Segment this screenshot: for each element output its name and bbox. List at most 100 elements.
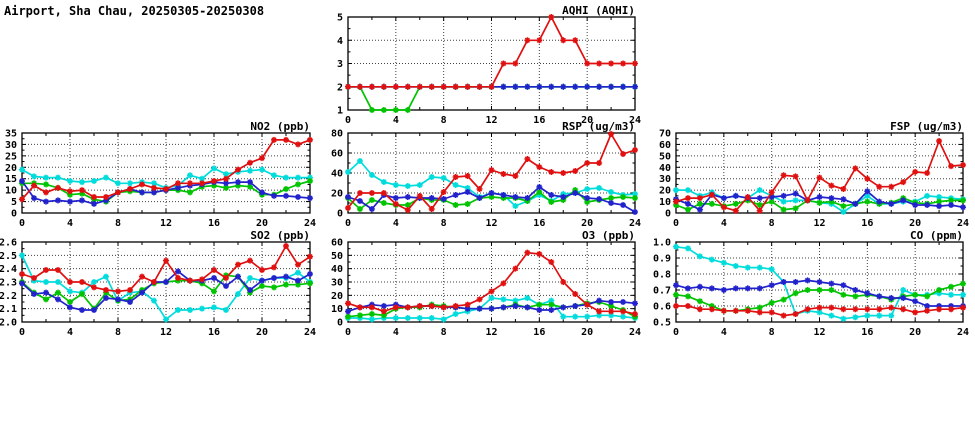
x-tick-label: 8 bbox=[441, 115, 447, 126]
x-tick-label: 20 bbox=[581, 115, 593, 126]
x-tick-label: 0 bbox=[19, 218, 25, 229]
y-tick-label: 30 bbox=[659, 174, 671, 185]
x-tick-label: 24 bbox=[957, 327, 969, 338]
y-tick-label: 2.4 bbox=[0, 264, 17, 275]
x-tick-label: 8 bbox=[115, 218, 121, 229]
y-tick-label: 20 bbox=[5, 163, 17, 174]
x-tick-label: 20 bbox=[581, 327, 593, 338]
y-tick-label: 15 bbox=[5, 174, 17, 185]
x-tick-label: 0 bbox=[345, 115, 351, 126]
x-tick-label: 20 bbox=[909, 218, 921, 229]
y-tick-label: 20 bbox=[659, 186, 671, 197]
x-tick-label: 20 bbox=[581, 218, 593, 229]
x-tick-label: 12 bbox=[485, 218, 497, 229]
chart-title-fsp: FSP (ug/m3) bbox=[890, 120, 963, 133]
x-tick-label: 12 bbox=[813, 327, 825, 338]
y-tick-label: 40 bbox=[331, 169, 343, 180]
series-blue-markers bbox=[345, 184, 638, 215]
x-tick-label: 4 bbox=[67, 218, 73, 229]
chart-o3: 0 10 20 30 40 50 60 0 4 8 12 16 20 24 O3 (ppb) bbox=[331, 229, 641, 338]
y-tick-label: 20 bbox=[331, 189, 343, 200]
x-tick-label: 12 bbox=[485, 327, 497, 338]
page-title: Airport, Sha Chau, 20250305-20250308 bbox=[4, 4, 265, 18]
y-tick-label: 60 bbox=[659, 140, 671, 151]
x-tick-label: 16 bbox=[533, 327, 545, 338]
x-tick-label: 12 bbox=[160, 327, 172, 338]
y-tick-label: 10 bbox=[5, 186, 17, 197]
y-tick-label: 0.5 bbox=[653, 318, 671, 329]
chart-title-co: CO (ppm) bbox=[910, 229, 963, 242]
x-tick-label: 16 bbox=[861, 218, 873, 229]
x-tick-label: 20 bbox=[256, 218, 268, 229]
y-tick-label: 0.7 bbox=[653, 286, 671, 297]
y-tick-label: 2.3 bbox=[0, 278, 17, 289]
plot-frame bbox=[347, 241, 636, 323]
y-tick-label: 2 bbox=[337, 82, 343, 93]
x-tick-label: 0 bbox=[673, 218, 679, 229]
x-tick-label: 24 bbox=[304, 327, 316, 338]
x-tick-label: 24 bbox=[629, 218, 641, 229]
y-tick-label: 30 bbox=[331, 278, 343, 289]
y-tick-label: 2.5 bbox=[0, 251, 17, 262]
x-tick-label: 8 bbox=[769, 327, 775, 338]
x-tick-label: 16 bbox=[208, 218, 220, 229]
y-tick-label: 0.8 bbox=[653, 270, 671, 281]
chart-title-rsp: RSP (ug/m3) bbox=[562, 120, 635, 133]
x-tick-label: 0 bbox=[19, 327, 25, 338]
series-red-markers bbox=[345, 249, 638, 317]
x-tick-label: 12 bbox=[485, 115, 497, 126]
x-tick-label: 8 bbox=[441, 327, 447, 338]
x-tick-label: 24 bbox=[629, 327, 641, 338]
chart-title-o3: O3 (ppb) bbox=[582, 229, 635, 242]
y-tick-label: 20 bbox=[331, 291, 343, 302]
chart-title-so2: SO2 (ppb) bbox=[250, 229, 310, 242]
x-tick-label: 4 bbox=[67, 327, 73, 338]
x-tick-label: 8 bbox=[115, 327, 121, 338]
y-tick-label: 2.2 bbox=[0, 291, 17, 302]
y-tick-label: 25 bbox=[5, 151, 17, 162]
x-tick-label: 4 bbox=[721, 327, 727, 338]
y-tick-label: 50 bbox=[331, 251, 343, 262]
x-tick-label: 16 bbox=[208, 327, 220, 338]
gridlines bbox=[348, 17, 635, 110]
y-tick-label: 80 bbox=[331, 129, 343, 140]
series-red-markers bbox=[673, 303, 966, 319]
x-tick-label: 16 bbox=[533, 218, 545, 229]
plot-frame bbox=[21, 132, 311, 214]
y-tick-label: 10 bbox=[659, 197, 671, 208]
y-tick-label: 60 bbox=[331, 238, 343, 249]
y-tick-label: 70 bbox=[659, 129, 671, 140]
series-red-markers bbox=[19, 243, 313, 295]
x-tick-label: 4 bbox=[393, 115, 399, 126]
y-tick-label: 2.0 bbox=[0, 318, 17, 329]
x-tick-label: 12 bbox=[160, 218, 172, 229]
y-tick-label: 5 bbox=[337, 13, 343, 24]
series-red-markers bbox=[345, 131, 638, 213]
y-tick-label: 3 bbox=[337, 59, 343, 70]
y-tick-label: 60 bbox=[331, 149, 343, 160]
chart-so2: 2.0 2.1 2.2 2.3 2.4 2.5 2.6 0 4 8 12 16 20 24 SO2 (ppb… bbox=[0, 229, 316, 338]
x-tick-label: 20 bbox=[909, 327, 921, 338]
x-tick-label: 16 bbox=[861, 327, 873, 338]
x-tick-label: 8 bbox=[769, 218, 775, 229]
y-tick-label: 40 bbox=[331, 264, 343, 275]
x-tick-label: 4 bbox=[721, 218, 727, 229]
x-tick-label: 20 bbox=[256, 327, 268, 338]
chart-rsp: 0 20 40 60 80 0 4 8 12 16 20 24 RSP (ug/m3) bbox=[331, 120, 641, 229]
series-blue-markers bbox=[673, 277, 966, 309]
y-tick-label: 4 bbox=[337, 36, 343, 47]
y-tick-label: 2.1 bbox=[0, 304, 17, 315]
series-red-line bbox=[348, 16, 635, 88]
y-tick-label: 1 bbox=[337, 106, 343, 117]
chart-co: 0.5 0.6 0.7 0.8 0.9 1.0 0 4 8 12 16 20 24 CO (ppm) bbox=[653, 229, 969, 338]
x-tick-label: 4 bbox=[393, 327, 399, 338]
series-red-markers bbox=[345, 14, 638, 90]
y-tick-label: 1.0 bbox=[653, 238, 671, 249]
x-tick-label: 4 bbox=[393, 218, 399, 229]
x-tick-label: 24 bbox=[629, 115, 641, 126]
chart-title-aqhi: AQHI (AQHI) bbox=[562, 4, 635, 17]
